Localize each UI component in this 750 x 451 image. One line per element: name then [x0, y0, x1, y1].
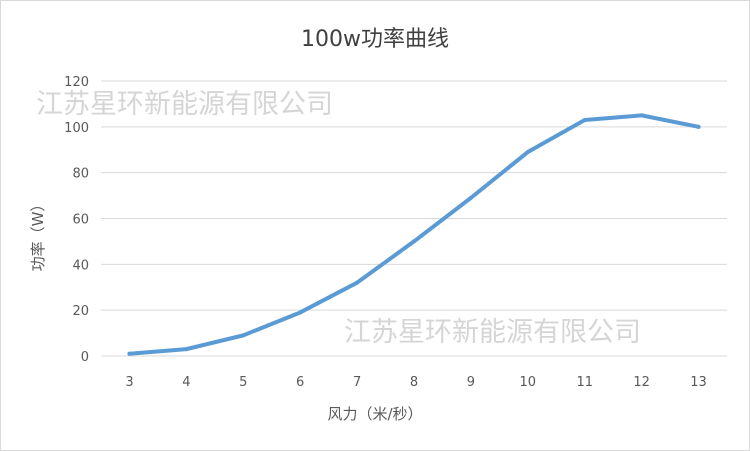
data-point [639, 113, 644, 118]
x-tick-label: 6 [296, 375, 304, 390]
data-point [298, 310, 303, 315]
x-tick-label: 12 [633, 375, 650, 390]
data-point [127, 351, 132, 356]
data-point [525, 150, 530, 155]
data-point [355, 280, 360, 285]
y-tick-label: 80 [72, 167, 89, 182]
data-point [468, 195, 473, 200]
x-tick-label: 4 [182, 375, 190, 390]
data-point [184, 347, 189, 352]
y-tick-labels: 0 20 40 60 80 100 120 [64, 75, 89, 365]
x-tick-labels: 3 4 5 6 7 8 9 10 11 12 13 [125, 375, 707, 390]
y-tick-label: 20 [72, 304, 89, 319]
x-tick-label: 9 [467, 375, 475, 390]
y-tick-label: 120 [64, 75, 89, 90]
gridlines [101, 80, 727, 357]
watermark-top: 江苏星环新能源有限公司 [36, 89, 333, 120]
y-tick-label: 0 [81, 350, 89, 365]
chart-title: 100w功率曲线 [301, 27, 449, 52]
data-point [241, 333, 246, 338]
x-axis-label: 风力（米/秒） [327, 405, 422, 423]
x-tick-label: 7 [353, 375, 361, 390]
x-tick-label: 11 [576, 375, 593, 390]
y-axis-label: 功率（W） [29, 197, 47, 272]
y-tick-label: 60 [72, 213, 89, 228]
x-tick-label: 8 [410, 375, 418, 390]
watermark-bottom: 江苏星环新能源有限公司 [344, 317, 641, 348]
y-tick-label: 40 [72, 258, 89, 273]
x-tick-label: 10 [520, 375, 537, 390]
data-point [696, 124, 701, 129]
x-tick-label: 13 [690, 375, 707, 390]
data-point [582, 117, 587, 122]
data-point [412, 239, 416, 244]
y-tick-label: 100 [64, 121, 89, 136]
series-layer [127, 113, 701, 356]
x-tick-label: 3 [125, 375, 133, 390]
x-tick-label: 5 [239, 375, 247, 390]
